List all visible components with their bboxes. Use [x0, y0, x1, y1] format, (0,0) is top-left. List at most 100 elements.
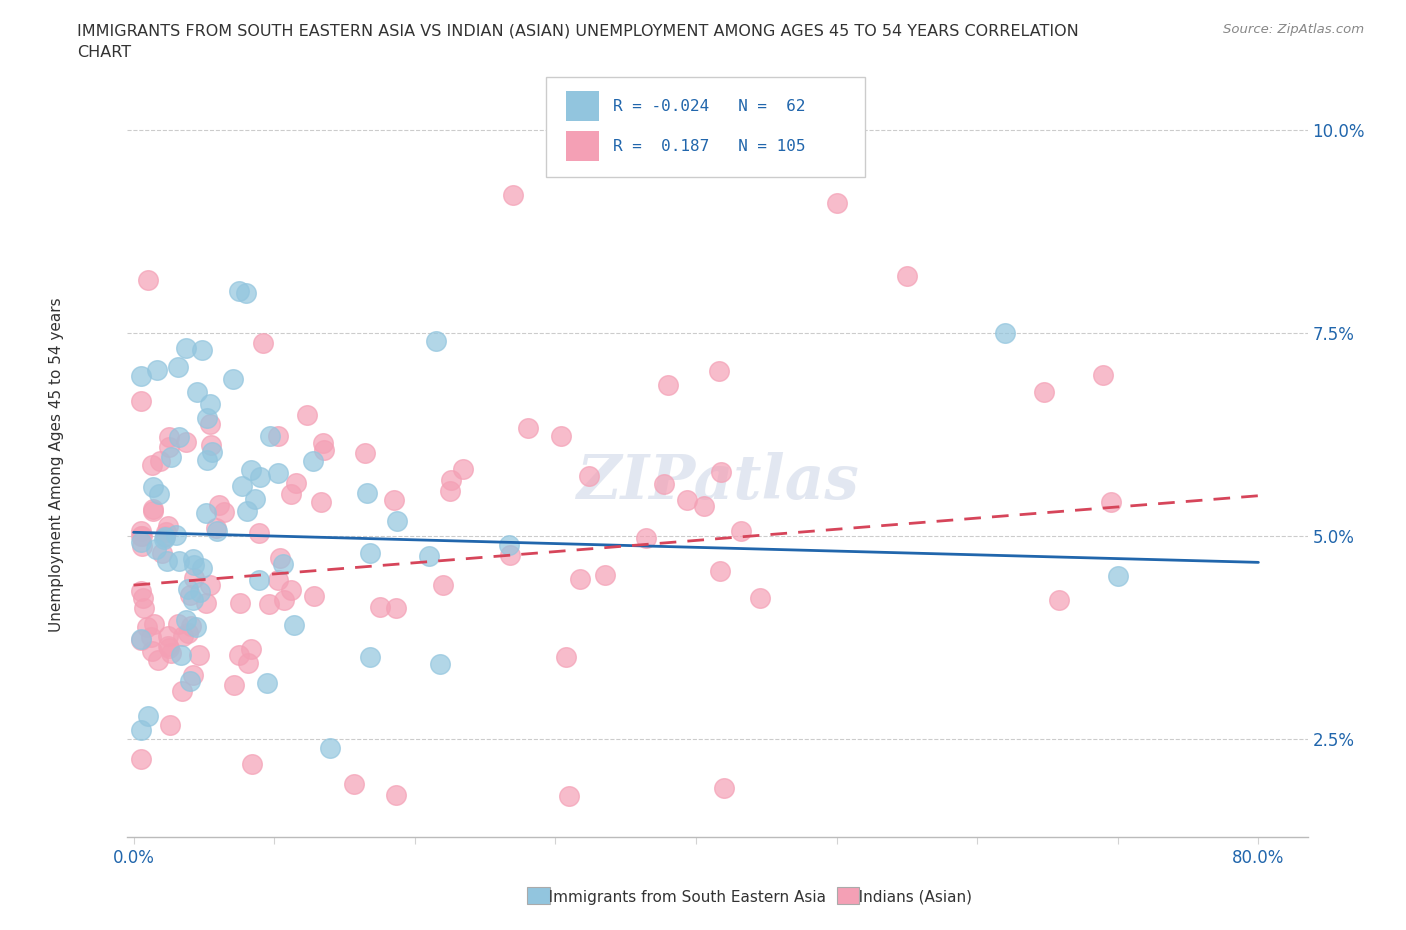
Point: [228, 648, 250, 663]
Point: [129, 631, 152, 646]
Point: [359, 545, 381, 560]
Point: [368, 599, 391, 614]
Point: [498, 538, 520, 552]
Text: R =  0.187   N = 105: R = 0.187 N = 105: [613, 139, 806, 153]
Point: [654, 476, 676, 491]
Point: [593, 568, 616, 583]
Point: [186, 385, 208, 400]
Point: [146, 363, 169, 378]
Point: [157, 641, 180, 656]
Point: [172, 628, 194, 643]
Point: [145, 542, 167, 557]
Point: [165, 527, 187, 542]
Point: [159, 439, 181, 454]
Point: [384, 788, 406, 803]
Point: [451, 461, 474, 476]
Point: [709, 364, 731, 379]
Point: [1107, 568, 1129, 583]
Point: [558, 789, 581, 804]
Point: [159, 450, 181, 465]
Point: [825, 196, 848, 211]
Point: [188, 647, 211, 662]
Point: [200, 437, 222, 452]
Point: [129, 751, 152, 766]
Point: [247, 573, 270, 588]
Point: [160, 645, 183, 660]
Point: [710, 464, 733, 479]
Point: [146, 652, 169, 667]
Point: [184, 619, 207, 634]
Point: [167, 360, 190, 375]
Point: [181, 551, 204, 566]
Point: [141, 644, 163, 659]
Point: [129, 723, 152, 737]
Point: [143, 617, 166, 631]
Point: [153, 532, 176, 547]
Point: [174, 434, 197, 449]
Point: [236, 656, 259, 671]
Point: [440, 473, 463, 488]
Point: [131, 535, 153, 550]
Text: R = -0.024   N =  62: R = -0.024 N = 62: [613, 99, 806, 113]
Point: [195, 506, 218, 521]
Point: [132, 601, 155, 616]
Point: [156, 639, 179, 654]
Point: [195, 453, 218, 468]
Point: [191, 342, 214, 357]
Point: [267, 429, 290, 444]
Point: [550, 429, 572, 444]
Point: [191, 561, 214, 576]
Point: [131, 529, 153, 544]
Point: [141, 458, 163, 472]
Point: [157, 430, 180, 445]
Point: [129, 528, 152, 543]
Point: [259, 429, 281, 444]
Point: [578, 469, 600, 484]
Point: [176, 626, 198, 641]
Point: [136, 272, 159, 287]
Point: [195, 596, 218, 611]
Point: [229, 595, 252, 610]
Point: [174, 613, 197, 628]
Point: [142, 501, 165, 516]
Point: [150, 546, 173, 561]
Point: [657, 378, 679, 392]
Point: [429, 657, 451, 671]
Point: [172, 684, 194, 698]
Point: [155, 529, 177, 544]
Point: [249, 470, 271, 485]
Point: [385, 601, 408, 616]
Point: [418, 549, 440, 564]
Point: [499, 548, 522, 563]
Point: [432, 578, 454, 592]
Point: [201, 445, 224, 459]
Point: [252, 336, 274, 351]
Point: [131, 538, 153, 553]
Point: [156, 553, 179, 568]
Point: [569, 572, 592, 587]
Point: [129, 524, 152, 538]
Point: [425, 334, 447, 349]
Text: Unemployment Among Ages 45 to 54 years: Unemployment Among Ages 45 to 54 years: [49, 298, 63, 632]
Point: [208, 498, 231, 512]
Point: [269, 551, 291, 565]
Point: [385, 514, 408, 529]
Point: [180, 618, 202, 633]
Point: [142, 504, 165, 519]
Point: [297, 407, 319, 422]
Point: [129, 632, 152, 647]
Bar: [527, 887, 550, 904]
Point: [221, 372, 243, 387]
Point: [311, 435, 333, 450]
Point: [183, 558, 205, 573]
Point: [198, 396, 221, 411]
Point: [179, 673, 201, 688]
Point: [156, 519, 179, 534]
Point: [439, 484, 461, 498]
Point: [239, 642, 262, 657]
Point: [242, 757, 264, 772]
Point: [183, 570, 205, 585]
Point: [148, 486, 170, 501]
Point: [256, 675, 278, 690]
Text: CHART: CHART: [77, 45, 131, 60]
